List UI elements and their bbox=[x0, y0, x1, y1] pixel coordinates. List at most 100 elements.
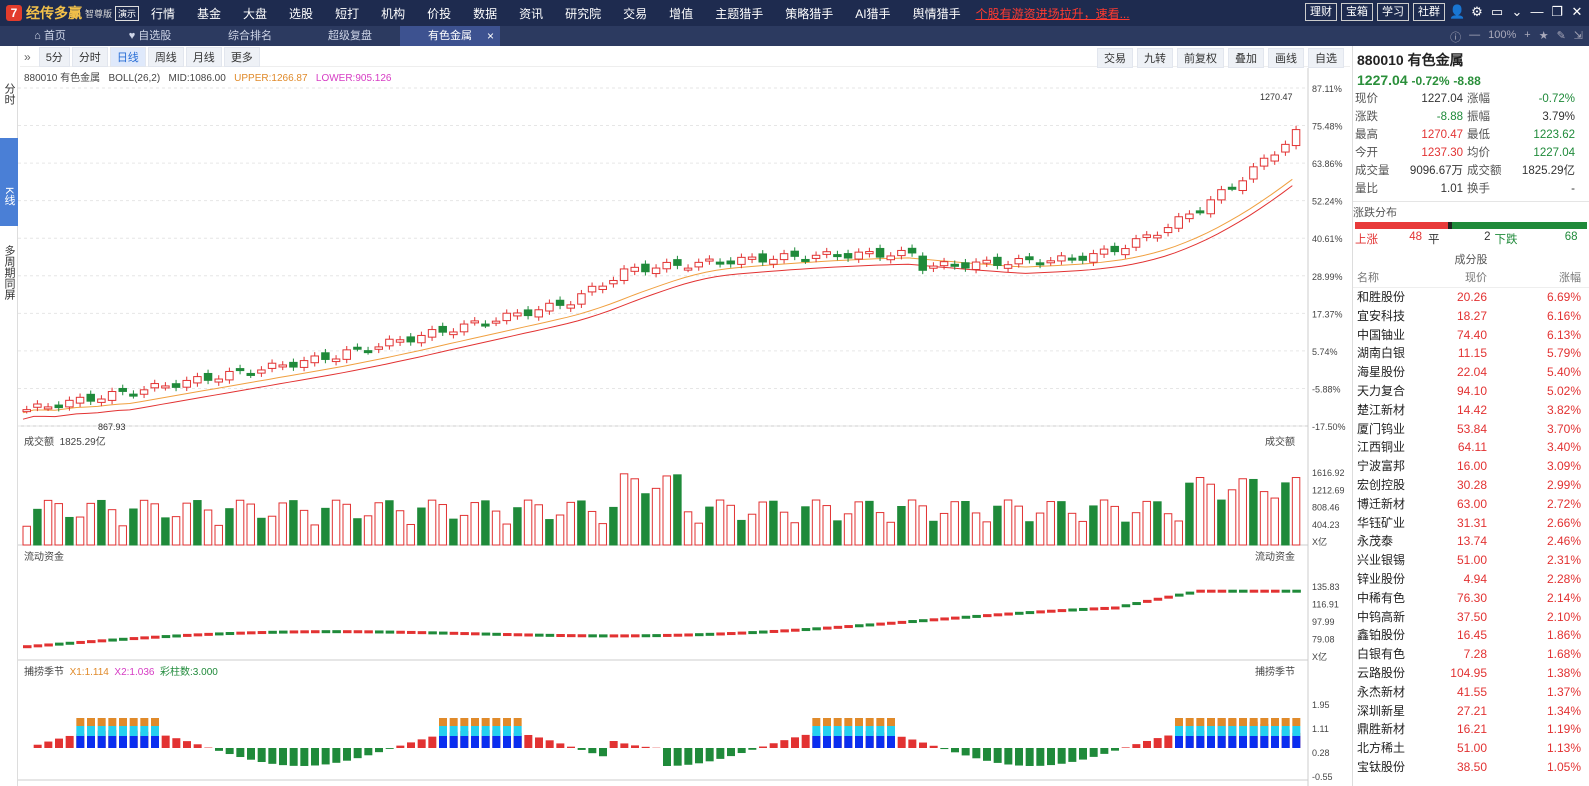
tab-review[interactable]: 超级复盘 bbox=[300, 26, 400, 46]
pin-icon[interactable]: ⇲ bbox=[1573, 30, 1583, 42]
candle bbox=[417, 334, 426, 344]
promo-link[interactable]: 个股有游资进场拉升，速看... bbox=[975, 6, 1130, 21]
tab-watchlist[interactable]: ♥ 自选股 bbox=[100, 26, 200, 46]
info-icon[interactable]: ⓘ bbox=[1450, 32, 1462, 44]
comp-row[interactable]: 华钰矿业 31.31 2.66% bbox=[1353, 514, 1589, 533]
comp-row[interactable]: 宜安科技 18.27 6.16% bbox=[1353, 307, 1589, 326]
comp-row[interactable]: 海星股份 22.04 5.40% bbox=[1353, 363, 1589, 382]
licai-button[interactable]: 理财 bbox=[1305, 3, 1337, 21]
comp-row[interactable]: 鼎胜新材 16.21 1.19% bbox=[1353, 720, 1589, 739]
comp-header-change[interactable]: 涨幅 bbox=[1559, 272, 1581, 284]
comp-row[interactable]: 深圳新星 27.21 1.34% bbox=[1353, 702, 1589, 721]
nav-item[interactable]: 基金 bbox=[197, 6, 222, 21]
comp-row[interactable]: 中稀有色 76.30 2.14% bbox=[1353, 589, 1589, 608]
season-cyan bbox=[503, 726, 511, 736]
settings-icon[interactable]: ⚙ bbox=[1471, 4, 1483, 19]
comp-row[interactable]: 宝钛股份 38.50 1.05% bbox=[1353, 758, 1589, 777]
nav-item[interactable]: 大盘 bbox=[243, 6, 268, 21]
volume-bar bbox=[929, 520, 938, 546]
comp-row[interactable]: 厦门钨业 53.84 3.70% bbox=[1353, 420, 1589, 439]
zoom-out-icon[interactable]: — bbox=[1469, 29, 1481, 41]
nav-item[interactable]: 短打 bbox=[335, 6, 360, 21]
pen-icon[interactable]: ✎ bbox=[1556, 30, 1566, 42]
jiuzhuan-button[interactable]: 九转 bbox=[1137, 48, 1173, 68]
comp-row[interactable]: 北方稀土 51.00 1.13% bbox=[1353, 739, 1589, 758]
app-logo[interactable]: 7 经传多赢 智尊版 演示 bbox=[0, 3, 140, 23]
period-daily[interactable]: 日线 bbox=[109, 46, 146, 67]
comp-row[interactable]: 天力复合 94.10 5.02% bbox=[1353, 382, 1589, 401]
comp-row[interactable]: 锌业股份 4.94 2.28% bbox=[1353, 570, 1589, 589]
nav-item[interactable]: 价投 bbox=[427, 6, 452, 21]
nav-item[interactable]: 行情 bbox=[151, 6, 176, 21]
period-more[interactable]: 更多 bbox=[223, 46, 260, 67]
period-5min[interactable]: 5分 bbox=[38, 46, 70, 67]
adjust-button[interactable]: 前复权 bbox=[1177, 48, 1224, 68]
xuexi-button[interactable]: 学习 bbox=[1377, 3, 1409, 21]
tab-nonferrous[interactable]: 有色金属 × bbox=[400, 26, 500, 46]
view-multi-period[interactable]: 多周期同屏 bbox=[3, 244, 15, 300]
zoom-in-icon[interactable]: + bbox=[1524, 29, 1531, 41]
comp-row[interactable]: 湖南白银 11.15 5.79% bbox=[1353, 344, 1589, 363]
nav-item[interactable]: 增值 bbox=[669, 6, 694, 21]
flow-mark bbox=[1249, 589, 1259, 593]
nav-item[interactable]: 主题猎手 bbox=[715, 6, 764, 21]
view-timeshare[interactable]: 分时 bbox=[3, 83, 15, 105]
nav-item[interactable]: 资讯 bbox=[519, 6, 544, 21]
expand-icon[interactable]: » bbox=[24, 49, 31, 64]
period-weekly[interactable]: 周线 bbox=[147, 46, 184, 67]
boll-label[interactable]: BOLL(26,2) bbox=[108, 73, 161, 84]
period-monthly[interactable]: 月线 bbox=[185, 46, 222, 67]
tab-close-icon[interactable]: × bbox=[486, 29, 494, 43]
comp-row[interactable]: 博迁新材 63.00 2.72% bbox=[1353, 495, 1589, 514]
comp-row[interactable]: 中钨高新 37.50 2.10% bbox=[1353, 608, 1589, 627]
comp-row[interactable]: 江西铜业 64.11 3.40% bbox=[1353, 438, 1589, 457]
nav-item[interactable]: 交易 bbox=[623, 6, 648, 21]
overlay-button[interactable]: 叠加 bbox=[1228, 48, 1264, 68]
kline-chart-area[interactable]: 87.11% 75.48% 63.86% 52.24% 40.61% 28.99% 17.3… bbox=[18, 68, 1350, 786]
baoxiang-button[interactable]: 宝箱 bbox=[1341, 3, 1373, 21]
view-kline[interactable]: K线 bbox=[0, 138, 18, 226]
nav-item[interactable]: 舆情猎手 bbox=[912, 6, 961, 21]
comp-row[interactable]: 永杰新材 41.55 1.37% bbox=[1353, 683, 1589, 702]
comp-row[interactable]: 鑫铂股份 16.45 1.86% bbox=[1353, 626, 1589, 645]
add-watchlist-button[interactable]: 自选 bbox=[1308, 48, 1344, 68]
comp-row[interactable]: 白银有色 7.28 1.68% bbox=[1353, 645, 1589, 664]
flow-panel-title: 流动资金 bbox=[24, 552, 64, 563]
comp-row[interactable]: 宏创控股 30.28 2.99% bbox=[1353, 476, 1589, 495]
minimize-icon[interactable]: — bbox=[1530, 4, 1544, 19]
comp-header-price[interactable]: 现价 bbox=[1465, 272, 1487, 284]
comp-row[interactable]: 兴业银锡 51.00 2.31% bbox=[1353, 551, 1589, 570]
trade-button[interactable]: 交易 bbox=[1097, 48, 1133, 68]
season-bar bbox=[343, 748, 351, 761]
nav-item[interactable]: 选股 bbox=[289, 6, 314, 21]
user-icon[interactable]: 👤 bbox=[1449, 4, 1466, 19]
tab-home[interactable]: ⌂ 首页 bbox=[0, 26, 100, 46]
comp-change: 1.13% bbox=[1546, 741, 1581, 756]
tab-ranking[interactable]: 综合排名 bbox=[200, 26, 300, 46]
restore-icon[interactable]: ❐ bbox=[1551, 4, 1563, 19]
nav-item[interactable]: 策略猎手 bbox=[785, 6, 834, 21]
season-orange bbox=[513, 718, 522, 726]
star-icon[interactable]: ★ bbox=[1538, 30, 1549, 42]
volume-bar bbox=[97, 499, 106, 546]
nav-item[interactable]: AI猎手 bbox=[855, 6, 891, 21]
close-icon[interactable]: ✕ bbox=[1571, 4, 1583, 19]
comp-row[interactable]: 和胜股份 20.26 6.69% bbox=[1353, 288, 1589, 307]
chevron-down-icon[interactable]: ⌄ bbox=[1511, 4, 1523, 19]
candle bbox=[651, 267, 661, 275]
comp-header-name[interactable]: 名称 bbox=[1357, 272, 1379, 284]
comp-row[interactable]: 云路股份 104.95 1.38% bbox=[1353, 664, 1589, 683]
nav-item[interactable]: 数据 bbox=[473, 6, 498, 21]
comp-row[interactable]: 楚江新材 14.42 3.82% bbox=[1353, 401, 1589, 420]
stat-label: 振幅 bbox=[1467, 111, 1490, 123]
nav-item[interactable]: 研究院 bbox=[565, 6, 602, 21]
window-layout-icon[interactable]: ▭ bbox=[1490, 4, 1504, 19]
candle bbox=[203, 372, 213, 381]
draw-button[interactable]: 画线 bbox=[1268, 48, 1304, 68]
comp-row[interactable]: 中国铀业 74.40 6.13% bbox=[1353, 326, 1589, 345]
nav-item[interactable]: 机构 bbox=[381, 6, 406, 21]
comp-row[interactable]: 宁波富邦 16.00 3.09% bbox=[1353, 457, 1589, 476]
period-timeshare[interactable]: 分时 bbox=[71, 46, 108, 67]
comp-row[interactable]: 永茂泰 13.74 2.46% bbox=[1353, 532, 1589, 551]
shequn-button[interactable]: 社群 bbox=[1413, 3, 1445, 21]
